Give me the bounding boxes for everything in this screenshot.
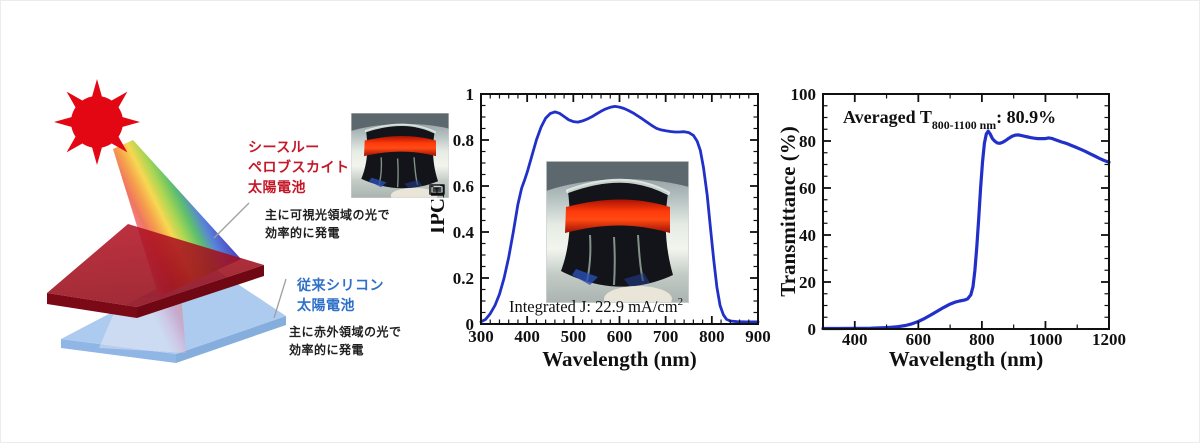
x-tick-label: 600 [607, 327, 633, 346]
ipce-chart: 300 400 500 600 700 800 900 0 0.2 0.4 0.6 0.8 1 Wavel… [431, 85, 771, 371]
leader-line-perovskite [213, 202, 250, 239]
y-tick-label: 0.6 [453, 177, 474, 196]
sun-ray [91, 79, 103, 99]
sun-icon [54, 79, 140, 165]
sun-ray [91, 145, 103, 165]
y-tick-label: 100 [791, 85, 817, 104]
x-tick-label: 300 [468, 327, 494, 346]
x-tick-label: 700 [653, 327, 679, 346]
silicon-layer-side [176, 316, 286, 363]
sun-ray [54, 116, 74, 128]
y-tick-label: 0 [466, 315, 475, 334]
x-tick-label: 400 [514, 327, 540, 346]
x-tick-label: 400 [842, 330, 868, 349]
y-tick-label: 60 [799, 179, 816, 198]
x-tick-label: 800 [969, 330, 995, 349]
x-tick-label: 1200 [1092, 330, 1126, 349]
x-tick-label: 900 [745, 327, 771, 346]
transmittance-curve [821, 129, 1111, 331]
x-axis-label: Wavelength (nm) [542, 347, 697, 371]
ipce-curve [479, 105, 760, 324]
y-tick-label: 20 [799, 273, 816, 292]
y-tick-label: 0 [808, 320, 817, 339]
silicon-desc: 主に赤外領域の光で 効率的に発電 [289, 325, 402, 357]
sun-ray [120, 116, 140, 128]
x-tick-label: 800 [699, 327, 725, 346]
leader-line-silicon [273, 278, 287, 319]
y-axis-label: IPCE [431, 184, 449, 234]
flexible-cell-photo-inset [546, 161, 689, 303]
sun-core [71, 96, 123, 148]
x-tick-label: 500 [561, 327, 587, 346]
transmittance-chart: 400 600 800 1000 1200 0 20 40 60 80 100 Wavelength … [776, 85, 1126, 371]
x-tick-label: 1000 [1028, 330, 1062, 349]
perovskite-label: シースルー ペロブスカイト 太陽電池 [248, 139, 350, 195]
y-tick-label: 1 [466, 85, 475, 104]
x-tick-label: 600 [906, 330, 932, 349]
x-axis-label: Wavelength (nm) [889, 347, 1044, 371]
device-structure-diagram [47, 79, 449, 363]
y-tick-label: 0.2 [453, 269, 474, 288]
averaged-t-annotation: Averaged T800-1100 nm: 80.9% [843, 107, 1056, 132]
perovskite-desc: 主に可視光領域の光で 効率的に発電 [265, 208, 391, 240]
silicon-layer-side [61, 339, 176, 363]
y-tick-label: 0.4 [453, 223, 475, 242]
y-tick-label: 40 [799, 226, 816, 245]
integrated-j-annotation: Integrated J: 22.9 mA/cm2 [509, 296, 683, 316]
perovskite-layer-side [47, 293, 137, 318]
silicon-label: 従来シリコン 太陽電池 [297, 277, 384, 313]
y-axis-label: Transmittance (%) [776, 126, 800, 297]
perovskite-layer-top [47, 224, 264, 307]
y-tick-label: 0.8 [453, 131, 474, 150]
watermark-icon [429, 184, 445, 195]
perovskite-layer-side [137, 265, 264, 318]
y-tick-label: 80 [799, 132, 816, 151]
perovskite-layer [47, 224, 264, 318]
